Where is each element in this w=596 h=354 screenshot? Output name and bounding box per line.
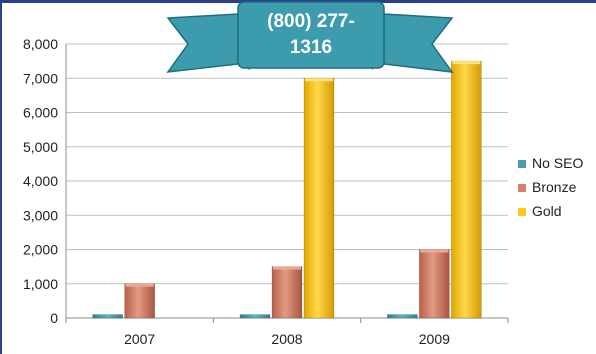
x-tick-label: 2008: [271, 331, 302, 347]
y-tick-label: 4,000: [23, 173, 58, 189]
legend-swatch: [518, 184, 526, 192]
legend-swatch: [518, 208, 526, 216]
bar-gold-2008: [303, 77, 335, 319]
legend-label: Gold: [532, 203, 562, 219]
legend-label: Bronze: [532, 179, 577, 195]
bar-highlight: [273, 266, 301, 270]
frame-left-border: [0, 0, 2, 354]
y-tick-label: 2,000: [23, 242, 58, 258]
banner-line-1: (800) 277-: [267, 11, 355, 32]
y-tick-label: 7,000: [23, 70, 58, 86]
bar-no-seo-2008: [239, 314, 271, 319]
y-tick-label: 1,000: [23, 276, 58, 292]
y-tick-label: 8,000: [23, 36, 58, 52]
banner-panel: [237, 1, 385, 69]
banner-left-tail: [166, 13, 239, 73]
banner-line-2: 1316: [290, 37, 332, 58]
bar-highlight: [125, 283, 154, 287]
bars: [92, 60, 482, 319]
x-tick-label: 2009: [419, 331, 450, 347]
bar-no-seo-2009: [387, 314, 418, 319]
y-tick-label: 5,000: [23, 139, 58, 155]
bar-bronze-2009: [419, 249, 450, 319]
bar-bronze-2008: [271, 266, 303, 319]
phone-banner: (800) 277- 1316: [166, 1, 454, 73]
bar-gold-2009: [451, 60, 482, 319]
y-tick-labels: 0 1,000 2,000 3,000 4,000 5,000 6,000 7,000 8,00…: [23, 36, 58, 326]
legend-swatch: [518, 160, 526, 168]
x-tick-labels: 2007 2008 2009: [124, 331, 450, 347]
grid-lines: [66, 43, 508, 285]
bar-no-seo-2007: [92, 314, 123, 319]
bar-highlight: [420, 249, 449, 253]
bar-highlight: [452, 61, 481, 65]
bar-highlight: [305, 78, 333, 82]
x-tick-label: 2007: [124, 331, 155, 347]
y-tick-label: 6,000: [23, 105, 58, 121]
legend-label: No SEO: [532, 155, 583, 171]
banner-right-tail: [383, 13, 454, 73]
y-tick-label: 3,000: [23, 207, 58, 223]
legend: No SEO Bronze Gold: [518, 155, 583, 219]
bar-bronze-2007: [124, 283, 155, 319]
y-tick-label: 0: [50, 310, 58, 326]
